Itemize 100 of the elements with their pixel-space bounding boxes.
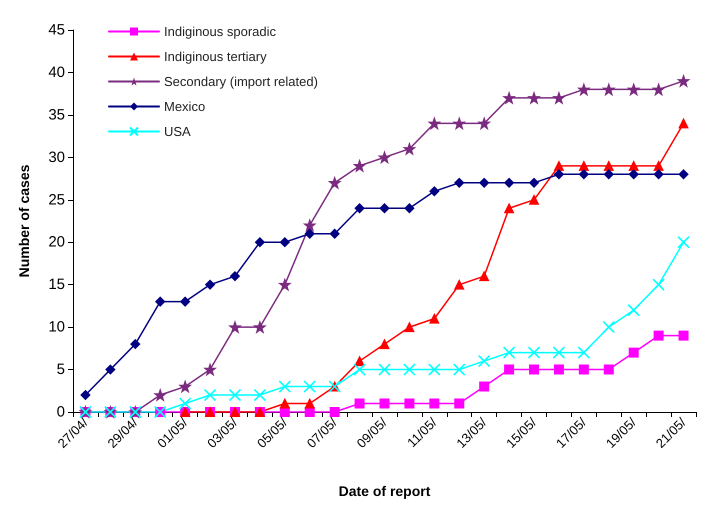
point (528, 92, 540, 104)
point (478, 117, 490, 130)
point (403, 363, 416, 376)
point (628, 169, 639, 180)
point (404, 398, 414, 409)
point (304, 228, 315, 239)
point (428, 117, 440, 130)
point (404, 322, 414, 332)
point (204, 364, 216, 376)
point (453, 117, 466, 130)
point (604, 364, 614, 375)
point (652, 278, 665, 291)
y-tick-label: 35 (48, 106, 65, 124)
point (628, 160, 639, 171)
point (602, 320, 616, 334)
point (678, 330, 689, 341)
point (554, 160, 564, 171)
point (454, 398, 464, 409)
point (404, 203, 414, 214)
point (578, 169, 589, 180)
point (179, 380, 192, 393)
point (628, 348, 639, 358)
point (328, 176, 341, 189)
point (228, 321, 241, 334)
point (204, 388, 216, 402)
point (354, 398, 365, 409)
point (205, 280, 216, 290)
point (528, 346, 540, 359)
legend-label: USA (164, 124, 192, 139)
point (604, 169, 614, 180)
point (280, 398, 290, 409)
legend-label: Indiginous tertiary (164, 49, 268, 64)
point (130, 339, 140, 350)
point (552, 92, 565, 104)
point (554, 364, 564, 375)
point (479, 178, 490, 188)
point (654, 160, 664, 171)
point (228, 388, 242, 402)
point (628, 83, 640, 96)
point (80, 390, 90, 400)
point (677, 236, 690, 249)
point (304, 398, 315, 409)
point (602, 83, 615, 96)
point (428, 363, 441, 376)
y-tick-label: 5 (56, 361, 65, 378)
y-tick-label: 10 (48, 318, 65, 336)
point (552, 346, 566, 359)
point (178, 397, 192, 410)
y-tick-label: 0 (56, 404, 65, 420)
point (578, 364, 589, 375)
point (578, 83, 590, 96)
point (504, 178, 514, 188)
point (378, 151, 390, 164)
point (330, 228, 340, 239)
y-tick-label: 20 (48, 234, 65, 251)
point (154, 389, 166, 402)
point (155, 296, 166, 307)
point (304, 219, 316, 232)
point (479, 271, 490, 282)
point (503, 92, 516, 104)
point (303, 380, 316, 393)
y-axis-title: Number of cases (16, 164, 32, 278)
point (230, 271, 240, 282)
legend-label: Secondary (import related) (164, 74, 318, 89)
point (354, 160, 366, 172)
point (429, 398, 440, 409)
point (380, 398, 390, 409)
point (454, 178, 464, 188)
point (330, 407, 340, 417)
point (504, 203, 514, 214)
point (254, 388, 266, 402)
point (180, 296, 190, 307)
point (604, 160, 614, 171)
point (529, 178, 540, 188)
point (378, 363, 391, 376)
point (380, 203, 390, 214)
point (353, 363, 366, 376)
y-tick-label: 30 (48, 148, 65, 166)
point (105, 364, 116, 375)
point (678, 118, 689, 128)
point (578, 346, 590, 359)
y-tick-label: 25 (48, 191, 65, 208)
point (502, 346, 516, 359)
y-tick-label: 45 (48, 22, 65, 38)
point (280, 237, 290, 248)
point (254, 237, 265, 248)
point (529, 194, 540, 205)
point (278, 380, 292, 393)
point (652, 83, 665, 96)
legend-label: Mexico (164, 99, 206, 114)
point (654, 169, 664, 180)
point (254, 321, 266, 334)
point (429, 314, 440, 324)
point (578, 160, 589, 171)
point (554, 169, 564, 180)
point (504, 364, 514, 375)
point (627, 304, 640, 316)
point (454, 280, 464, 290)
point (678, 74, 690, 87)
y-tick-label: 40 (48, 64, 65, 81)
